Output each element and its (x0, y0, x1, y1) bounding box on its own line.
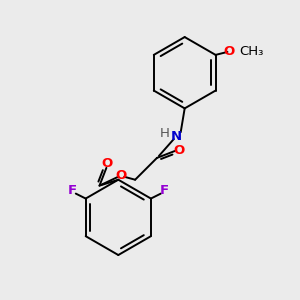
Text: O: O (173, 143, 184, 157)
Text: O: O (116, 169, 127, 182)
Text: F: F (160, 184, 169, 197)
Text: CH₃: CH₃ (239, 45, 264, 58)
Text: O: O (224, 45, 235, 58)
Text: N: N (171, 130, 182, 142)
Text: F: F (67, 184, 76, 197)
Text: O: O (102, 158, 113, 170)
Text: H: H (160, 127, 170, 140)
